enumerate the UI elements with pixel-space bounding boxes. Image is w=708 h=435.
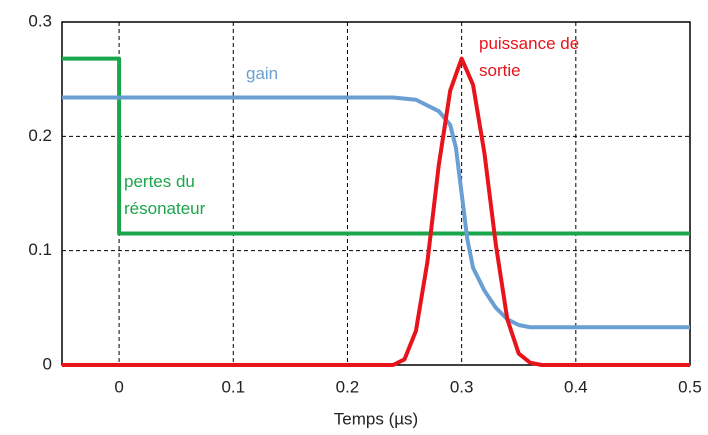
- x-axis-label: Temps (µs): [334, 409, 418, 428]
- x-tick-label: 0.2: [336, 377, 360, 396]
- y-tick-label: 0: [43, 354, 52, 373]
- series-label: gain: [246, 64, 279, 83]
- y-tick-label: 0.2: [28, 126, 52, 145]
- x-tick-label: 0.1: [221, 377, 245, 396]
- x-tick-label: 0.4: [564, 377, 588, 396]
- series-label: puissance de sortie: [479, 34, 580, 80]
- series-label: pertes du résonateur: [124, 172, 206, 218]
- x-tick-label: 0.3: [450, 377, 474, 396]
- series-line: [62, 56, 690, 236]
- series-line: [62, 95, 690, 330]
- x-tick-label: 0.5: [678, 377, 702, 396]
- y-tick-label: 0.3: [28, 11, 52, 30]
- x-tick-label: 0: [114, 377, 123, 396]
- series-line: [62, 56, 690, 367]
- y-tick-label: 0.1: [28, 240, 52, 259]
